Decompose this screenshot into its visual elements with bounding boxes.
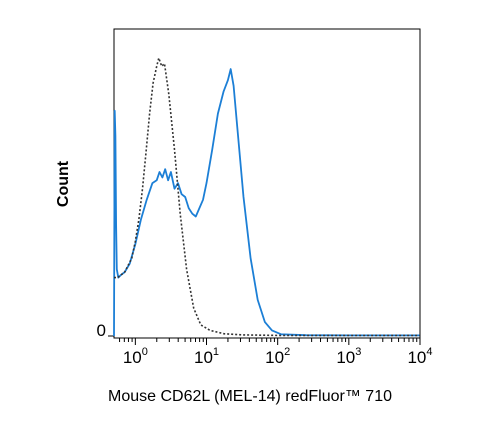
x-axis-title: Mouse CD62L (MEL-14) redFluor™ 710: [108, 388, 392, 405]
y-tick-label: 0: [97, 321, 106, 340]
series-layer: [113, 57, 420, 337]
x-tick-label: 104: [407, 346, 432, 367]
control-histogram-line: [114, 57, 420, 337]
plot-frame: [113, 28, 421, 339]
y-axis-ticks: 0: [97, 321, 114, 340]
x-tick-label: 101: [194, 346, 219, 367]
x-tick-label: 100: [123, 346, 148, 367]
x-tick-label: 103: [336, 346, 361, 367]
x-tick-label: 102: [265, 346, 290, 367]
x-axis-ticks: 100 101 102 103 104: [119, 338, 433, 367]
stained-histogram-line: [113, 68, 420, 337]
y-axis-title: Count: [55, 160, 72, 207]
